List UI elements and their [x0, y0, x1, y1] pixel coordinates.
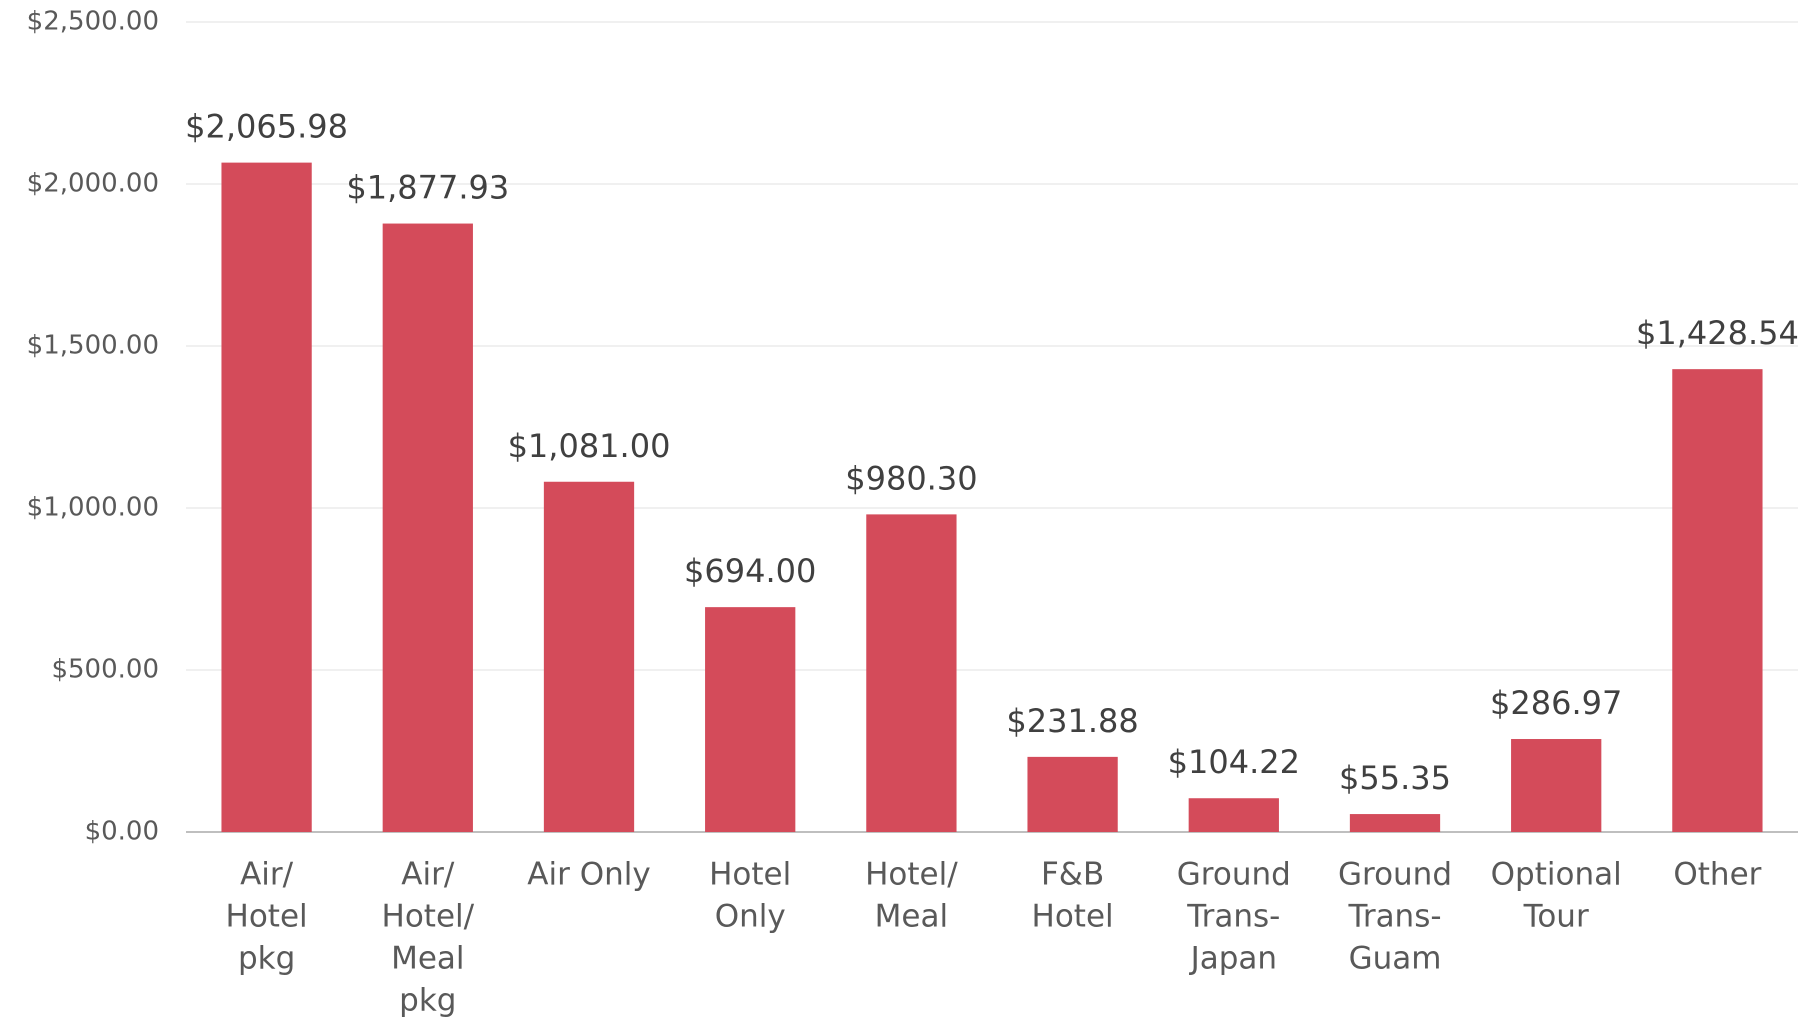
x-tick-label: Meal	[391, 941, 464, 977]
data-label: $1,428.54	[1636, 314, 1799, 352]
y-tick-label: $2,000.00	[27, 169, 159, 199]
data-label: $1,877.93	[346, 169, 509, 207]
x-tick-label: Tour	[1523, 899, 1589, 935]
bar	[1027, 756, 1118, 832]
y-tick-label: $1,000.00	[27, 493, 159, 523]
y-tick-label: $0.00	[85, 817, 159, 847]
x-tick-label: Optional	[1491, 857, 1622, 893]
x-tick-label: Hotel/	[382, 899, 475, 935]
data-label: $1,081.00	[508, 427, 671, 465]
y-tick-label: $500.00	[51, 655, 159, 685]
x-tick-label: Japan	[1189, 941, 1277, 977]
data-label: $694.00	[684, 552, 816, 590]
x-tick-label: Hotel	[226, 899, 308, 935]
x-tick-label: Hotel	[709, 857, 791, 893]
x-tick-label: Hotel/	[865, 857, 958, 893]
x-tick-label: pkg	[399, 983, 456, 1019]
data-label: $231.88	[1006, 702, 1138, 740]
x-tick-label: Only	[715, 899, 786, 935]
bar	[1349, 814, 1441, 832]
x-tick-label: Air/	[401, 857, 455, 893]
bar	[705, 607, 796, 832]
data-label: $980.30	[845, 459, 977, 497]
bar	[1672, 369, 1763, 832]
x-tick-label: Trans-	[1347, 899, 1441, 935]
bar	[382, 223, 473, 833]
x-tick-label: Ground	[1177, 857, 1291, 893]
x-tick-label: F&B	[1041, 857, 1104, 893]
x-tick-label: Trans-	[1186, 899, 1280, 935]
y-tick-label: $1,500.00	[27, 331, 159, 361]
bar	[543, 481, 635, 832]
x-tick-label: Air Only	[527, 857, 650, 893]
bar	[1511, 739, 1602, 832]
bar	[221, 162, 312, 832]
bar	[866, 514, 957, 832]
x-tick-label: Meal	[875, 899, 948, 935]
x-tick-label: Air/	[240, 857, 294, 893]
x-tick-label: Other	[1673, 857, 1761, 893]
x-tick-label: pkg	[238, 941, 295, 977]
data-label: $104.22	[1168, 743, 1300, 781]
y-tick-label: $2,500.00	[27, 7, 159, 37]
x-tick-label: Hotel	[1032, 899, 1114, 935]
data-label: $2,065.98	[185, 108, 348, 146]
x-tick-label: Ground	[1338, 857, 1452, 893]
data-label: $286.97	[1490, 684, 1622, 722]
data-label: $55.35	[1339, 759, 1451, 797]
bar	[1188, 798, 1279, 832]
x-tick-label: Guam	[1349, 941, 1442, 977]
